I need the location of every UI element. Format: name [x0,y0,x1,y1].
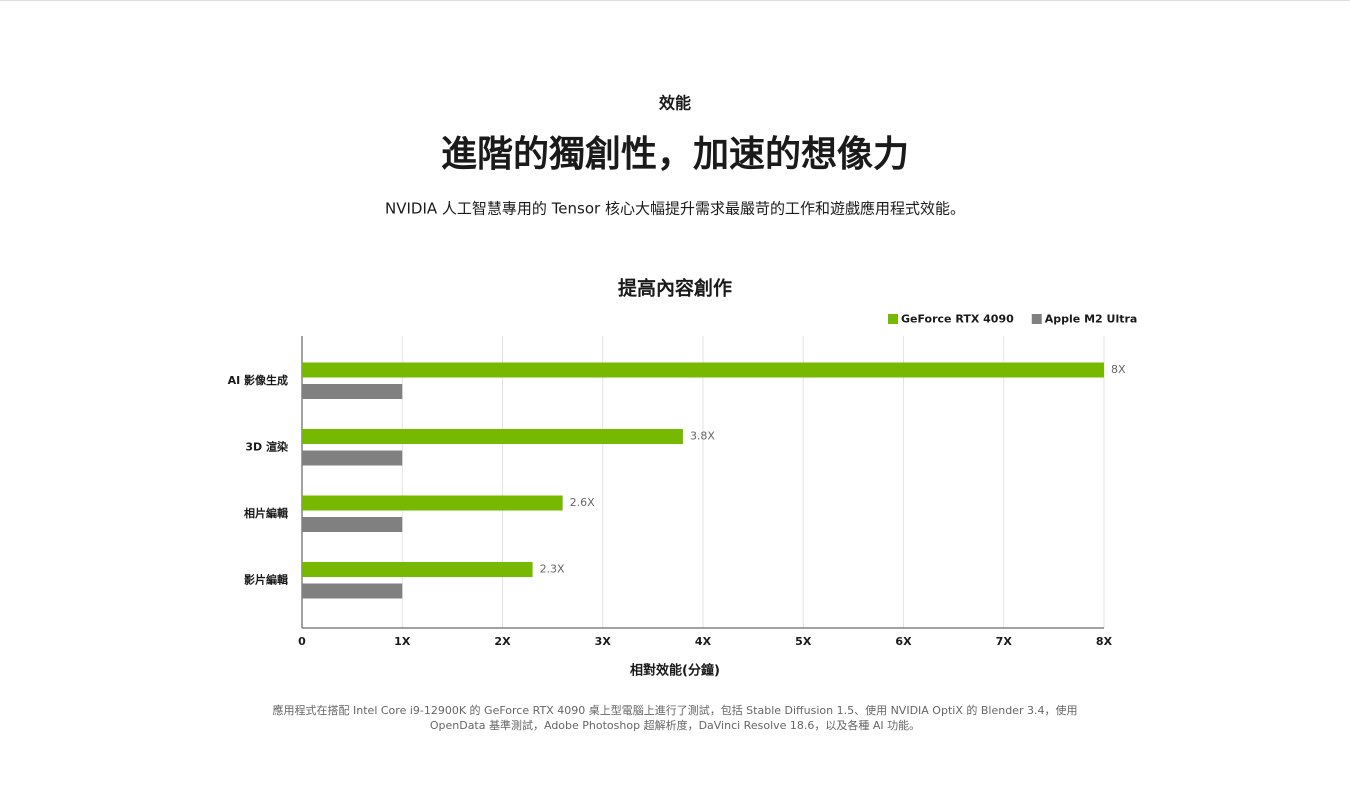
bar [302,362,1104,378]
bar [302,583,403,599]
x-tick-label: 5X [795,635,812,648]
x-tick-label: 6X [895,635,912,648]
x-tick-label: 8X [1096,635,1113,648]
bar [302,517,403,532]
y-tick-label: 3D 渲染 [245,440,289,454]
bar [302,562,533,577]
value-label: 2.3X [540,563,565,576]
subtitle: NVIDIA 人工智慧專用的 Tensor 核心大幅提升需求最嚴苛的工作和遊戲應… [385,200,965,218]
value-label: 8X [1111,363,1126,376]
x-tick-label: 4X [695,635,712,648]
x-tick-label: 3X [595,635,612,648]
x-tick-label: 2X [494,635,511,648]
bar [302,450,403,466]
legend-label: GeForce RTX 4090 [901,313,1014,326]
x-tick-label: 0 [298,635,306,648]
chart-title: 提高內容創作 [618,277,732,300]
legend-swatch [888,314,898,324]
bar [302,429,683,444]
footnote: 應用程式在搭配 Intel Core i9-12900K 的 GeForce R… [273,703,1078,717]
footnote: OpenData 基準測試，Adobe Photoshop 超解析度，DaVin… [430,718,920,732]
page-title: 進階的獨創性，加速的想像力 [441,134,909,175]
y-tick-label: AI 影像生成 [228,373,288,387]
x-tick-label: 7X [996,635,1013,648]
legend-label: Apple M2 Ultra [1045,313,1138,326]
bar [302,495,563,511]
eyebrow: 效能 [659,94,691,113]
x-axis-label: 相對效能(分鐘) [630,663,720,679]
bar [302,384,403,399]
y-tick-label: 影片編輯 [244,573,288,587]
x-tick-label: 1X [394,635,411,648]
value-label: 2.6X [570,496,595,509]
value-label: 3.8X [690,430,715,443]
y-tick-label: 相片編輯 [244,506,288,520]
legend-swatch [1031,314,1042,324]
